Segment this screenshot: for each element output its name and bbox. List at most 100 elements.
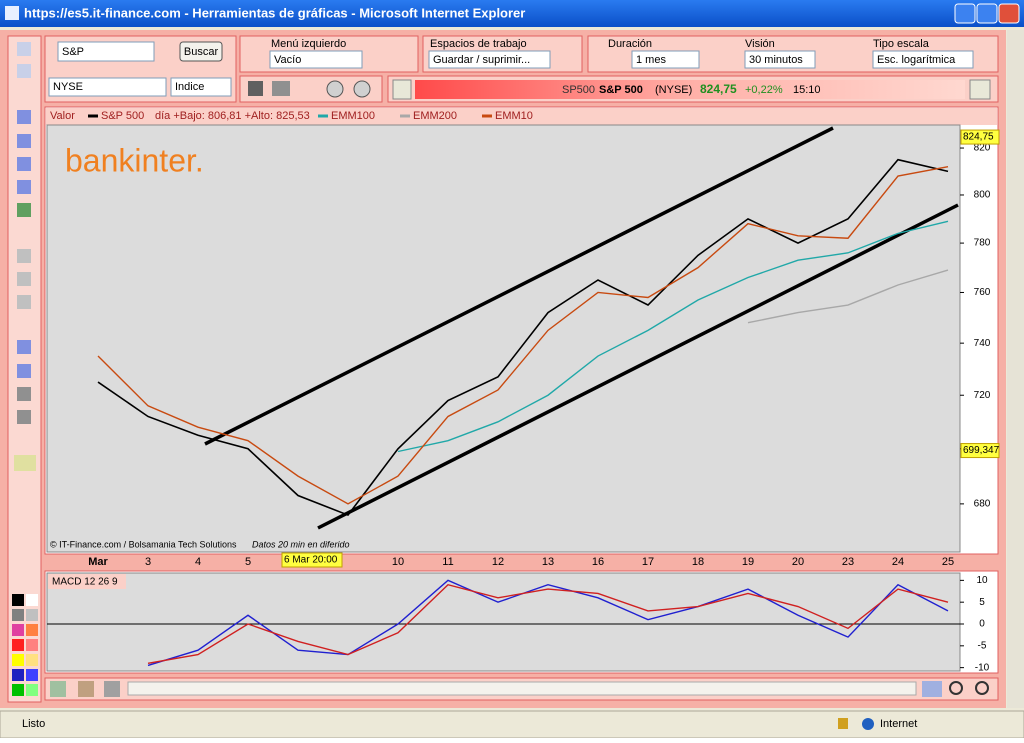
type-select[interactable] <box>170 77 232 97</box>
y-tick-label: -10 <box>975 662 990 673</box>
tool-fib[interactable] <box>17 203 31 217</box>
color-swatch[interactable] <box>26 669 38 681</box>
range-text: día +Bajo: 806,81 +Alto: 825,53 <box>155 110 310 122</box>
channel-lower <box>317 203 959 530</box>
tool-pointer[interactable] <box>17 42 31 56</box>
scale-label: Tipo escala <box>873 38 930 50</box>
color-palette <box>12 594 38 696</box>
nav-icon[interactable] <box>104 681 120 697</box>
status-bar <box>0 710 1024 739</box>
y-tick-label: 0 <box>979 619 985 630</box>
help-icon[interactable] <box>326 80 344 98</box>
scale-select[interactable] <box>872 50 974 69</box>
tool-note[interactable] <box>17 272 31 286</box>
macd-title-box <box>48 574 126 589</box>
color-swatch[interactable] <box>26 609 38 621</box>
left-menu-select[interactable] <box>269 50 363 69</box>
series-line <box>97 165 949 505</box>
close-button[interactable] <box>998 3 1020 24</box>
info-icon[interactable] <box>353 80 371 98</box>
search-button[interactable] <box>179 41 223 62</box>
x-tick-label: Mar <box>88 556 108 568</box>
duration-value: 1 mes <box>636 54 666 66</box>
color-swatch[interactable] <box>26 639 38 651</box>
duration-select[interactable] <box>631 50 700 69</box>
color-swatch[interactable] <box>26 624 38 636</box>
tool-vline[interactable] <box>17 180 31 194</box>
tool-parallel[interactable] <box>17 340 31 354</box>
ticker-next[interactable] <box>969 79 991 100</box>
save-icon[interactable] <box>248 81 263 96</box>
legend-label: S&P 500 <box>101 110 144 122</box>
search-text: S&P <box>62 46 84 58</box>
color-swatch[interactable] <box>12 654 24 666</box>
tool-text[interactable] <box>17 249 31 263</box>
x-tick-label: 3 <box>145 556 151 568</box>
x-tick-label: 25 <box>942 556 954 568</box>
nav-icon[interactable] <box>50 681 66 697</box>
workspace-label: Espacios de trabajo <box>430 38 527 50</box>
print-icon[interactable] <box>272 81 290 96</box>
color-swatch[interactable] <box>26 654 38 666</box>
tool-ray[interactable] <box>17 134 31 148</box>
x-tick-label: 18 <box>692 556 704 568</box>
color-swatch[interactable] <box>12 684 24 696</box>
view-value: 30 minutos <box>749 54 803 66</box>
x-tick-label: 11 <box>442 556 453 568</box>
macd-plot <box>46 572 961 672</box>
y-tick-label: 820 <box>974 143 991 154</box>
tool-chart[interactable] <box>14 455 36 471</box>
ticker-prev[interactable] <box>392 79 412 100</box>
workspace-select[interactable] <box>428 50 551 69</box>
zoom-in[interactable] <box>975 681 989 695</box>
credit: © IT-Finance.com / Bolsamania Tech Solut… <box>50 539 237 549</box>
tool-move[interactable] <box>17 364 31 378</box>
zone-text: Internet <box>880 718 917 730</box>
color-swatch[interactable] <box>12 624 24 636</box>
ticker-name: S&P 500 <box>599 84 643 96</box>
color-swatch[interactable] <box>26 594 38 606</box>
color-swatch[interactable] <box>12 669 24 681</box>
trend-channel <box>204 126 959 530</box>
title-bar <box>0 0 1024 27</box>
x-tick-label: 5 <box>245 556 251 568</box>
ticker-time: 15:10 <box>793 84 821 96</box>
color-swatch[interactable] <box>12 594 24 606</box>
nav-icon[interactable] <box>78 681 94 697</box>
color-swatch[interactable] <box>26 684 38 696</box>
y-tick-label: 5 <box>979 597 985 608</box>
search-button-label: Buscar <box>184 46 219 58</box>
search-input[interactable] <box>57 41 155 62</box>
tool-line[interactable] <box>17 110 31 124</box>
market-select[interactable] <box>48 77 167 97</box>
zoom-fit[interactable] <box>922 681 942 697</box>
tool-settings[interactable] <box>17 410 31 424</box>
series-line <box>397 220 949 453</box>
y-tick-label: 10 <box>976 575 988 586</box>
series-line <box>747 269 949 324</box>
x-tick-label: 23 <box>842 556 854 568</box>
y-tick-label: 800 <box>974 190 991 201</box>
series-line <box>147 583 949 664</box>
ticker-price: 824,75 <box>700 82 737 96</box>
scrollbar <box>1007 30 1024 708</box>
zoom-out[interactable] <box>949 681 963 695</box>
tool-book[interactable] <box>17 295 31 309</box>
x-tick-label: 20 <box>792 556 804 568</box>
macd-title: MACD 12 26 9 <box>52 577 118 588</box>
left-menu-label: Menú izquierdo <box>271 38 346 50</box>
tool-hline[interactable] <box>17 157 31 171</box>
maximize-button[interactable] <box>976 3 998 24</box>
minimize-button[interactable] <box>954 3 976 24</box>
price-flag-label: 824,75 <box>963 132 994 143</box>
legend-label: EMM100 <box>331 110 375 122</box>
color-swatch[interactable] <box>12 609 24 621</box>
time-scrollbar[interactable] <box>127 681 917 696</box>
status-text: Listo <box>22 718 45 730</box>
view-select[interactable] <box>744 50 816 69</box>
logo: bankinter. <box>65 142 204 178</box>
tool-delete[interactable] <box>17 387 31 401</box>
color-swatch[interactable] <box>12 639 24 651</box>
tool-zoom[interactable] <box>17 64 31 78</box>
